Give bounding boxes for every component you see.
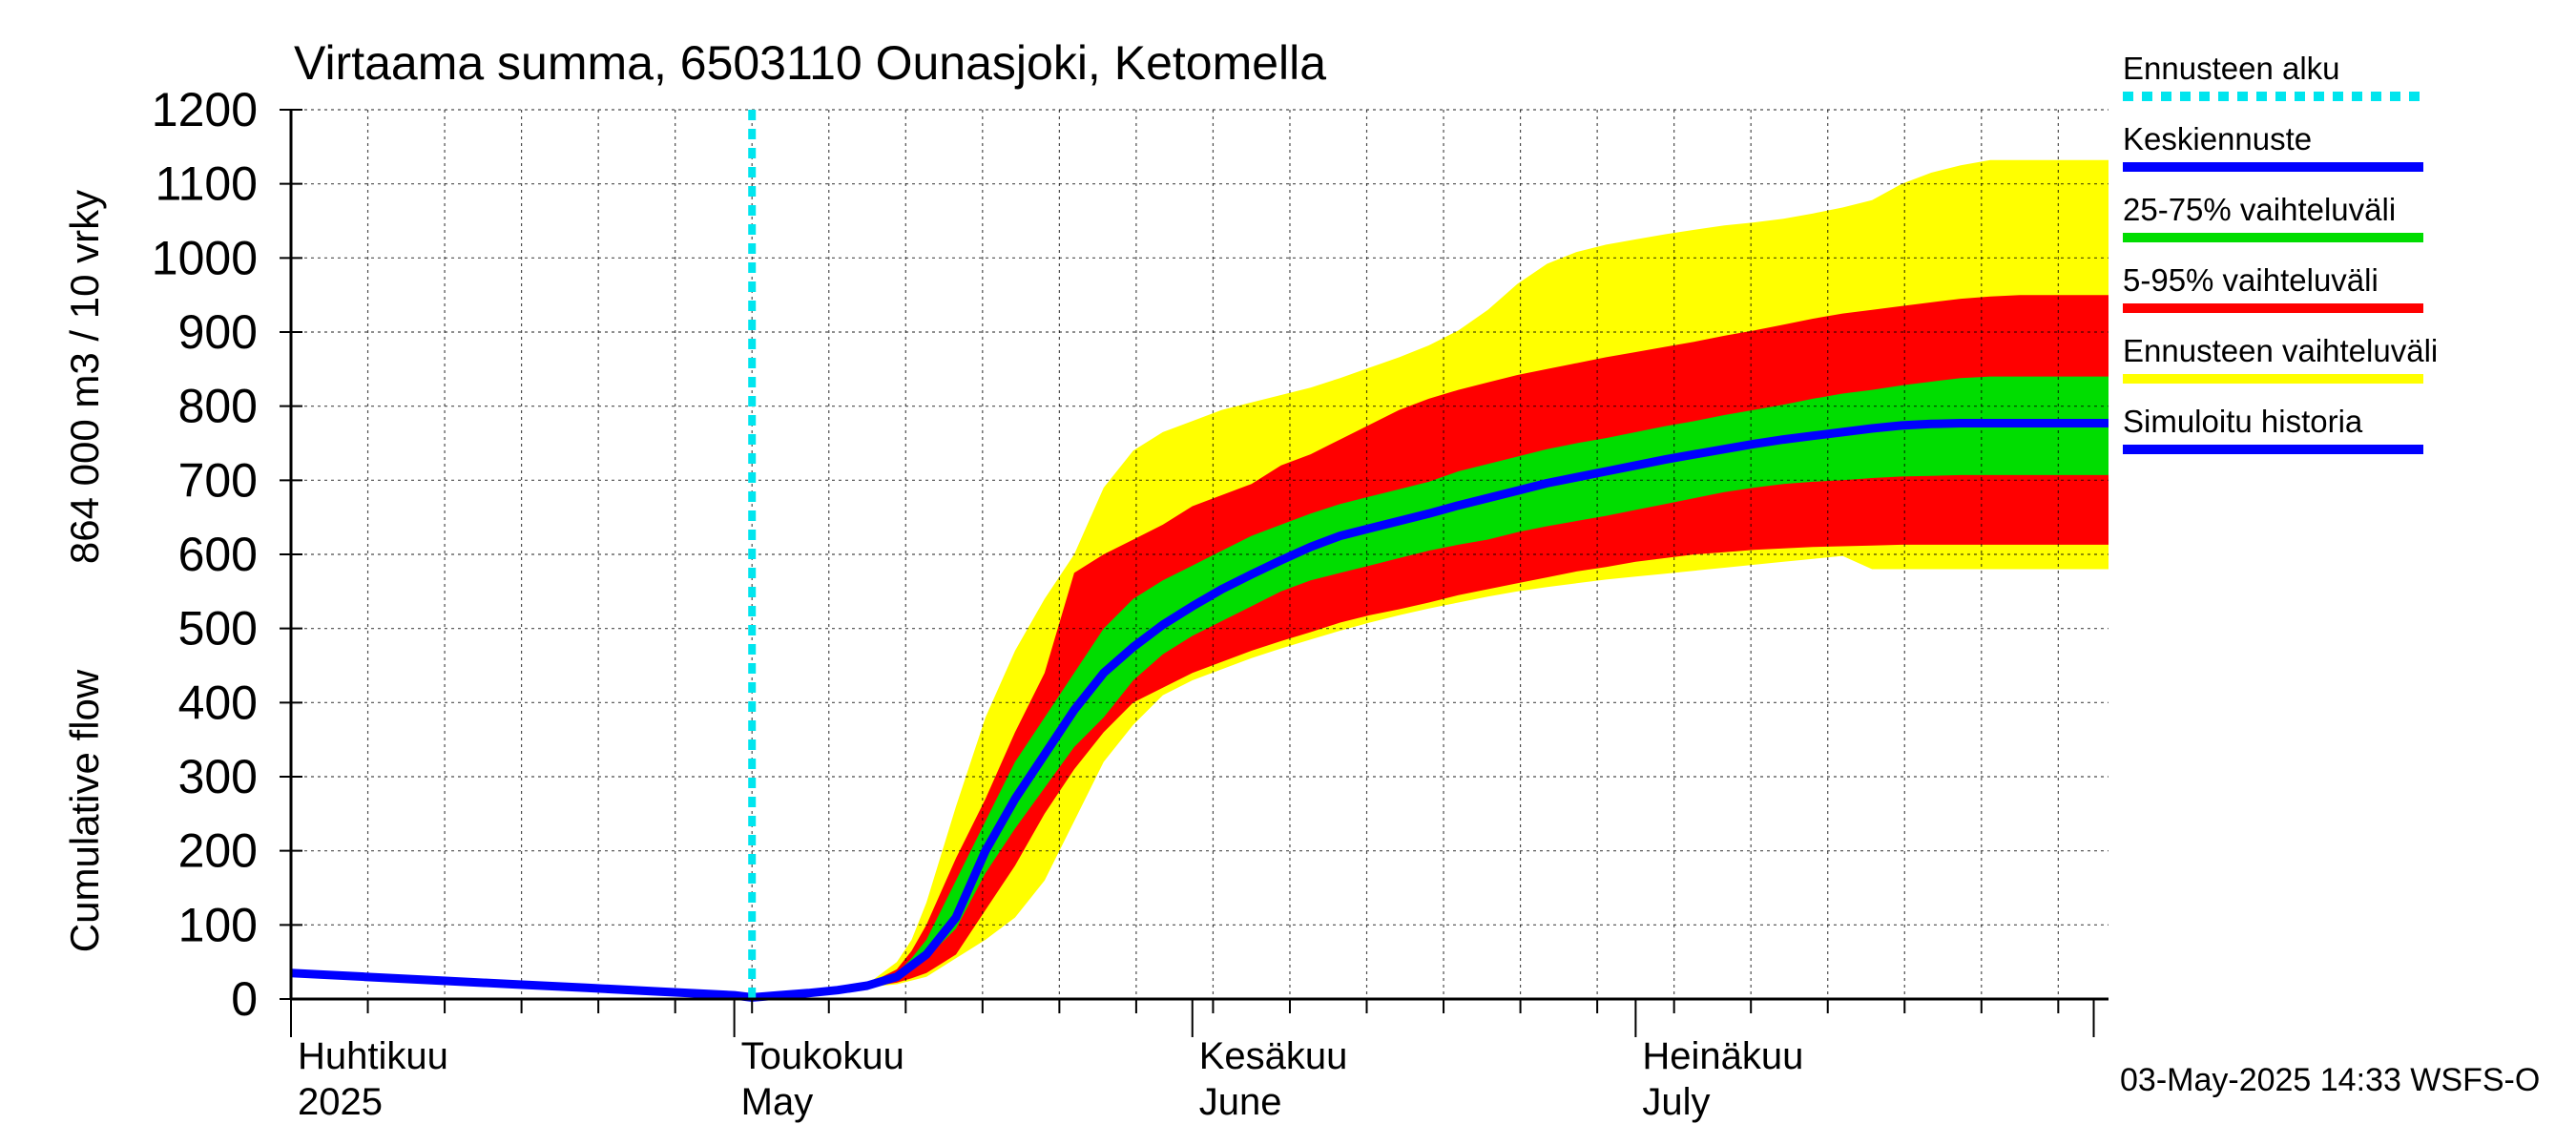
- y-tick-label: 1000: [152, 231, 258, 284]
- y-tick-label: 1200: [152, 83, 258, 136]
- series-lines: [290, 110, 2109, 1002]
- x-month-sublabel: July: [1642, 1081, 1710, 1123]
- y-tick-label: 200: [178, 824, 258, 878]
- legend-label: 25-75% vaihteluväli: [2123, 192, 2396, 227]
- x-month-label: Heinäkuu: [1642, 1035, 1803, 1077]
- forecast-bands: [752, 159, 2109, 998]
- y-tick-label: 600: [178, 528, 258, 581]
- y-tick-label: 300: [178, 750, 258, 803]
- simulated-history-line: [290, 968, 753, 1002]
- y-tick-label: 900: [178, 305, 258, 359]
- x-month-sublabel: 2025: [298, 1081, 383, 1123]
- y-axis-label-bottom: Cumulative flow: [62, 669, 107, 952]
- x-month-sublabel: June: [1199, 1081, 1282, 1123]
- legend-label: Keskiennuste: [2123, 121, 2312, 156]
- y-tick-label: 400: [178, 676, 258, 729]
- band-25-75: [752, 376, 2109, 998]
- y-tick-labels: 0 100 200 300 400 500 600 700 800 900 1000 1100 1200: [152, 83, 258, 1026]
- y-tick-label: 0: [231, 972, 258, 1026]
- median-forecast-line: [751, 419, 2109, 1002]
- y-tick-label: 1100: [155, 157, 258, 211]
- grid: [290, 109, 2109, 999]
- y-tick-label: 100: [178, 898, 258, 951]
- legend-label: 5-95% vaihteluväli: [2123, 262, 2379, 298]
- y-tick-label: 800: [178, 380, 258, 433]
- x-month-sublabel: May: [741, 1081, 814, 1123]
- y-tick-label: 500: [178, 602, 258, 656]
- legend-label: Ennusteen vaihteluväli: [2123, 333, 2438, 368]
- legend: Ennusteen alku Keskiennuste 25-75% vaihtel…: [2123, 51, 2438, 454]
- y-tick-label: 700: [178, 453, 258, 507]
- legend-label: Simuloitu historia: [2123, 404, 2363, 439]
- axes: [280, 109, 2109, 1037]
- y-axis-label-top: 864 000 m3 / 10 vrky: [62, 190, 107, 564]
- x-month-label: Huhtikuu: [298, 1035, 448, 1077]
- x-month-label: Kesäkuu: [1199, 1035, 1348, 1077]
- x-month-label: Toukokuu: [741, 1035, 904, 1077]
- footer-timestamp: 03-May-2025 14:33 WSFS-O: [2120, 1062, 2540, 1098]
- chart-title: Virtaama summa, 6503110 Ounasjoki, Ketom…: [294, 36, 1326, 90]
- legend-label: Ennusteen alku: [2123, 51, 2340, 86]
